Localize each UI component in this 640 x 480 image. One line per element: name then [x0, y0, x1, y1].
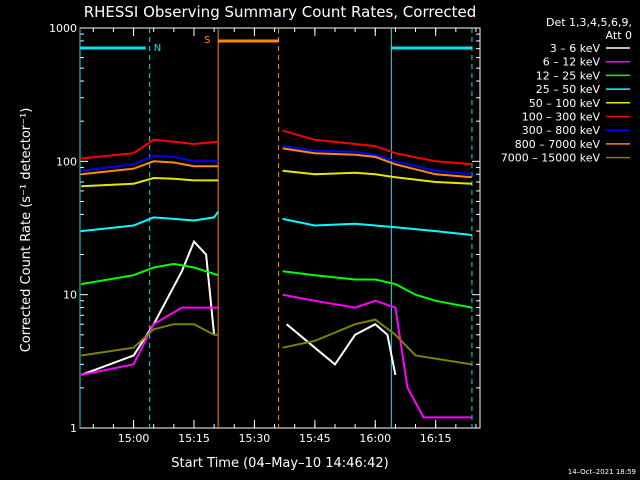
x-tick-label: 15:00 [118, 432, 150, 445]
series-line-5 [81, 176, 219, 188]
series-line-8 [81, 160, 219, 176]
x-tick-label: 16:15 [420, 432, 452, 445]
night-flag-label: N [154, 43, 161, 54]
series-line-3 [282, 270, 473, 309]
legend-label: 800 – 7000 keV [515, 138, 601, 151]
x-tick-label: 15:15 [178, 432, 210, 445]
footer-timestamp: 14–Oct–2021 18:59 [568, 468, 636, 476]
legend-header-line-2: Att 0 [606, 29, 632, 42]
legend-label: 7000 – 15000 keV [501, 152, 601, 165]
saa-flag-label: S [204, 35, 210, 46]
series-line-6 [81, 138, 219, 160]
y-tick-label: 100 [56, 155, 77, 168]
series-line-5 [282, 169, 472, 185]
series-line-3 [81, 262, 219, 286]
legend-label: 6 – 12 keV [543, 56, 601, 69]
x-tick-label: 16:00 [359, 432, 391, 445]
legend-label: 50 – 100 keV [529, 97, 601, 110]
series-line-8 [282, 147, 472, 179]
series-line-7 [81, 154, 219, 172]
y-tick-label: 1000 [49, 22, 77, 35]
series-line-4 [81, 211, 220, 233]
series-line-1 [285, 322, 397, 376]
chart-title: RHESSI Observing Summary Count Rates, Co… [84, 3, 477, 21]
legend-label: 3 – 6 keV [550, 42, 601, 55]
series-line-9 [282, 318, 473, 366]
y-tick-label: 10 [63, 289, 77, 302]
series-line-6 [282, 129, 472, 166]
series-line-2 [81, 306, 219, 376]
x-tick-label: 15:30 [239, 432, 271, 445]
legend-label: 25 – 50 keV [536, 83, 601, 96]
legend-label: 12 – 25 keV [536, 69, 601, 82]
plot-frame [79, 27, 481, 429]
legend-label: 300 – 800 keV [522, 124, 601, 137]
y-axis-title: Corrected Count Rate (s⁻¹ detector⁻¹) [19, 108, 34, 353]
series-line-4 [282, 217, 473, 236]
series-line-9 [81, 323, 219, 357]
x-tick-label: 15:45 [299, 432, 331, 445]
legend-label: 100 – 300 keV [522, 111, 601, 124]
series-line-2 [282, 293, 472, 419]
x-axis-title: Start Time (04–May–10 14:46:42) [171, 456, 388, 471]
legend-header-line-1: Det 1,3,4,5,6,9, [546, 16, 632, 29]
series-line-7 [282, 145, 472, 176]
y-tick-label: 1 [70, 422, 77, 435]
series-line-1 [80, 239, 216, 376]
